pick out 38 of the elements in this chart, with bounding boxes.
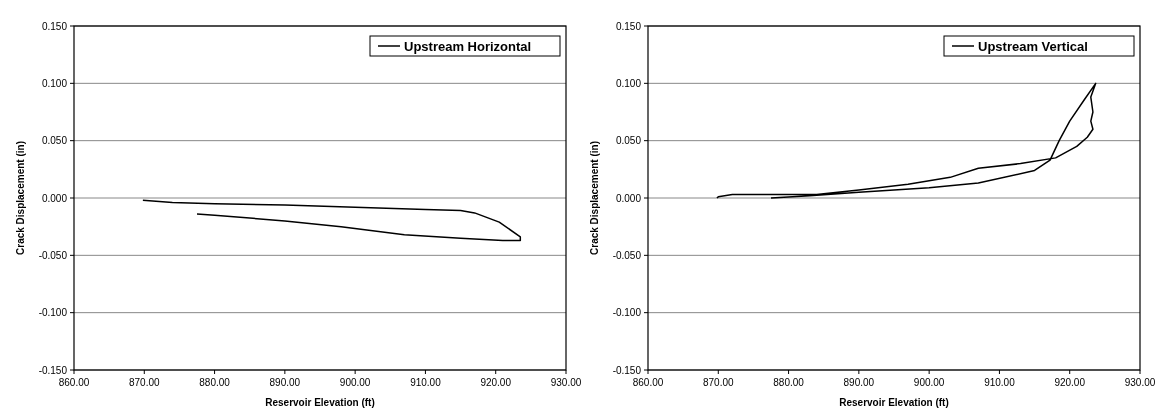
x-tick-label: 870.00 <box>702 377 734 388</box>
y-axis-title: Crack Displacement (in) <box>588 141 600 255</box>
legend-label: Upstream Horizontal <box>404 38 532 54</box>
y-tick-label: 0.150 <box>615 20 641 32</box>
y-tick-label: 0.150 <box>41 20 68 32</box>
x-tick-label: 860.00 <box>58 377 90 388</box>
x-tick-label: 920.00 <box>480 377 512 388</box>
y-tick-label: -0.100 <box>612 307 641 319</box>
y-tick-label: -0.100 <box>38 307 68 319</box>
x-tick-label: 870.00 <box>128 377 161 388</box>
x-tick-label: 900.00 <box>339 377 371 388</box>
x-tick-label: 900.00 <box>913 377 945 388</box>
x-tick-label: 930.00 <box>550 377 582 388</box>
x-tick-label: 930.00 <box>1124 377 1156 388</box>
y-tick-label: -0.050 <box>612 249 641 261</box>
y-axis-title: Crack Displacement (in) <box>15 141 26 255</box>
x-tick-label: 910.00 <box>983 377 1015 388</box>
y-tick-label: 0.100 <box>615 77 641 89</box>
y-tick-label: 0.000 <box>615 192 641 204</box>
x-tick-label: 880.00 <box>772 377 804 388</box>
line-series <box>142 199 522 242</box>
y-tick-label: -0.150 <box>612 364 641 376</box>
y-tick-label: -0.150 <box>38 364 68 376</box>
x-tick-label: 910.00 <box>410 377 442 388</box>
y-tick-label: 0.050 <box>41 135 68 147</box>
x-tick-label: 880.00 <box>199 377 231 388</box>
x-tick-label: 920.00 <box>1053 377 1085 388</box>
x-tick-label: 860.00 <box>632 377 664 388</box>
y-tick-label: 0.100 <box>41 77 68 89</box>
y-tick-label: 0.000 <box>41 192 68 204</box>
x-tick-label: 890.00 <box>843 377 875 388</box>
legend-label: Upstream Vertical <box>977 38 1088 54</box>
y-tick-label: -0.050 <box>38 249 68 261</box>
y-tick-label: 0.050 <box>615 135 641 147</box>
x-axis-title: Reservoir Elevation (ft) <box>838 397 949 408</box>
line-series <box>715 82 1096 199</box>
x-axis-title: Reservoir Elevation (ft) <box>265 397 375 408</box>
x-tick-label: 890.00 <box>269 377 301 388</box>
